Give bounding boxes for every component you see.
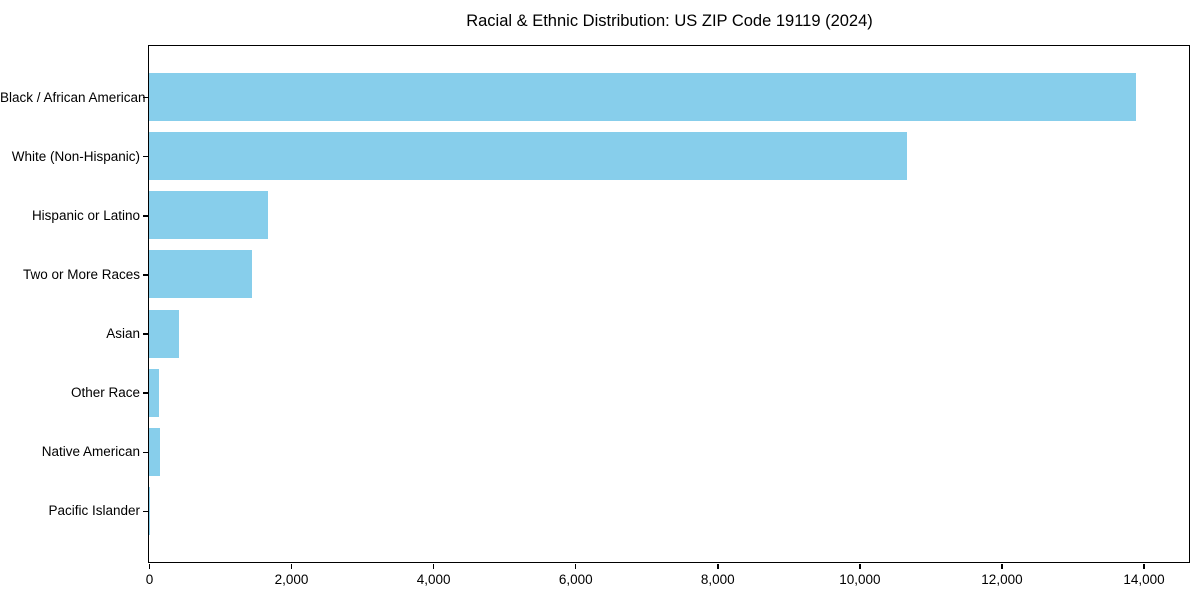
y-tick-mark [143, 392, 148, 394]
y-tick-label: Other Race [70, 385, 140, 401]
x-tick-mark [574, 564, 577, 569]
y-tick-label: Native American [41, 444, 140, 460]
y-tick-mark [143, 274, 148, 276]
x-tick-label: 8,000 [700, 572, 735, 587]
y-tick-label: Asian [106, 326, 140, 342]
x-tick-mark [859, 564, 861, 569]
x-tick-label: 0 [145, 572, 154, 587]
y-tick-mark [143, 96, 148, 99]
x-tick-label: 12,000 [981, 572, 1023, 587]
y-tick-label: Pacific Islander [48, 503, 140, 519]
bar [149, 427, 160, 476]
y-tick-label: White (Non-Hispanic) [11, 148, 140, 164]
y-tick-mark [143, 510, 148, 513]
bar [149, 250, 252, 299]
bar [149, 132, 907, 181]
y-tick-mark [143, 155, 148, 158]
bar [149, 191, 269, 240]
x-tick-mark [1001, 564, 1003, 569]
x-tick-label: 6,000 [558, 572, 593, 587]
y-tick-label: Hispanic or Latino [31, 207, 140, 223]
bar [149, 368, 159, 417]
plot-area [148, 45, 1190, 563]
x-tick-mark [432, 564, 435, 569]
x-tick-label: 4,000 [416, 572, 451, 587]
x-tick-label: 14,000 [1123, 572, 1165, 587]
y-tick-label: Two or More Races [22, 266, 140, 282]
y-tick-label: Black / African American [0, 89, 146, 105]
y-tick-mark [143, 333, 148, 335]
x-tick-mark [1143, 564, 1145, 569]
chart-title: Racial & Ethnic Distribution: US ZIP Cod… [466, 12, 873, 30]
x-tick-label: 10,000 [839, 572, 881, 587]
x-tick-label: 2,000 [274, 572, 309, 587]
x-tick-mark [717, 564, 719, 569]
bar [149, 309, 180, 358]
x-tick-mark [290, 564, 293, 569]
bar [149, 73, 1137, 122]
y-tick-mark [143, 215, 148, 217]
y-tick-mark [143, 451, 148, 454]
x-tick-mark [148, 564, 151, 569]
bar [149, 486, 151, 535]
